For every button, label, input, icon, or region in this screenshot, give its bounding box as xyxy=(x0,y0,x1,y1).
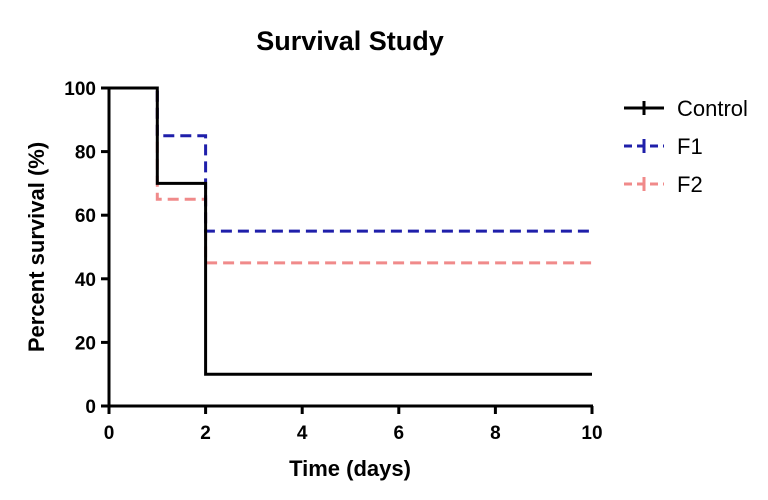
y-tick-label: 20 xyxy=(75,333,96,354)
legend-item-control: Control xyxy=(624,96,748,121)
legend-item-f2: F2 xyxy=(624,172,703,197)
legend-label: F2 xyxy=(677,172,703,197)
legend-label: Control xyxy=(677,96,748,121)
y-tick-label: 100 xyxy=(64,79,96,100)
series-line-control xyxy=(109,86,592,376)
y-tick-label: 40 xyxy=(75,270,96,291)
y-tick-label: 60 xyxy=(75,206,96,227)
series-line-f2 xyxy=(109,86,592,265)
x-axis-label: Time (days) xyxy=(289,456,411,481)
chart-title: Survival Study xyxy=(256,26,444,56)
x-tick-label: 8 xyxy=(490,423,501,444)
x-tick-label: 10 xyxy=(581,423,602,444)
y-axis-label: Percent survival (%) xyxy=(24,142,49,352)
x-ticks: 0 2 4 6 8 10 xyxy=(104,406,603,444)
x-tick-label: 6 xyxy=(394,423,405,444)
y-tick-label: 0 xyxy=(85,397,96,418)
series-layer xyxy=(109,86,592,376)
series-line-f1 xyxy=(109,86,592,233)
legend-label: F1 xyxy=(677,134,703,159)
x-tick-label: 4 xyxy=(297,423,308,444)
axes xyxy=(107,88,593,408)
x-tick-label: 0 xyxy=(104,423,115,444)
legend: Control F1 F2 xyxy=(624,96,748,197)
y-ticks: 0 20 40 60 80 100 xyxy=(64,79,109,418)
legend-item-f1: F1 xyxy=(624,134,703,159)
y-tick-label: 80 xyxy=(75,143,96,164)
x-tick-label: 2 xyxy=(200,423,211,444)
